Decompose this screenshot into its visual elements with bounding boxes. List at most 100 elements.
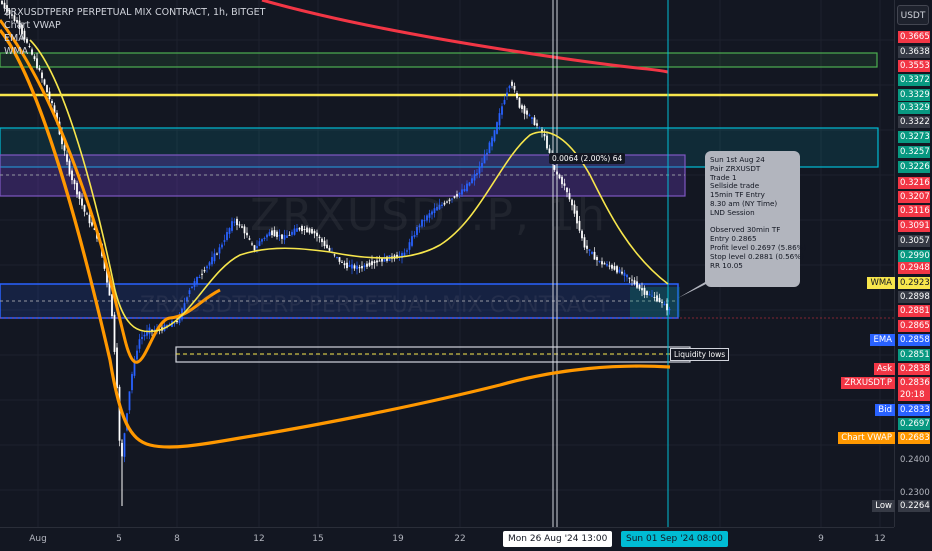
candle (596, 257, 598, 261)
chart-area[interactable]: ZRXUSDT.P, 1h ZRXUSDTPERP PERPETUAL MIX … (0, 0, 894, 527)
candle (488, 142, 491, 154)
currency-button[interactable]: USDT (897, 5, 929, 25)
time-label: 9 (818, 534, 824, 544)
price-label: 0.2865 (898, 320, 930, 332)
candle (198, 277, 201, 279)
candle (633, 280, 636, 285)
candle (383, 257, 386, 262)
candle (406, 250, 408, 252)
candle (83, 205, 86, 212)
candle (208, 262, 211, 266)
candle (41, 72, 43, 79)
time-axis[interactable]: Aug58121519224912 Mon 26 Aug '24 13:00 S… (0, 527, 894, 551)
candle (568, 193, 571, 200)
candle (306, 227, 308, 233)
ema-line (0, 19, 221, 364)
candle (218, 247, 221, 254)
candle (111, 294, 113, 317)
note-pointer (678, 278, 712, 298)
candle (28, 45, 31, 47)
trade-note[interactable]: Sun 1st Aug 24 Pair ZRXUSDT Trade 1 Sellsid… (705, 151, 807, 287)
price-chart[interactable] (0, 0, 894, 527)
price-label: 0.2858 (898, 334, 930, 346)
candle (436, 206, 438, 211)
price-label: 20:18 (898, 389, 930, 401)
candle (418, 225, 421, 228)
candle (238, 224, 241, 226)
candle (656, 295, 658, 302)
price-label: 0.2833 (898, 404, 930, 416)
candle (23, 30, 26, 40)
candle (616, 266, 618, 273)
candle (548, 148, 551, 153)
candle (613, 266, 616, 270)
candle (363, 265, 366, 268)
candle (583, 237, 586, 248)
price-label: 0.3329 (898, 102, 930, 114)
price-label: 0.2300 (900, 488, 930, 498)
candle (108, 279, 111, 296)
legend-wma[interactable]: WMA (4, 46, 29, 57)
note-line: Profit level 0.2697 (5.86%) (710, 242, 807, 252)
candle (476, 173, 478, 175)
candle (18, 20, 21, 29)
price-label: 0.2990 (898, 250, 930, 262)
candle (33, 56, 36, 60)
price-label: 0.3216 (898, 177, 930, 189)
candle (243, 226, 246, 234)
time-label: Aug (29, 534, 47, 544)
time-label: 12 (253, 534, 265, 544)
candle (191, 286, 193, 289)
price-tag-ask: Ask (873, 363, 895, 375)
candle (586, 245, 588, 249)
candle (516, 93, 518, 99)
candle (571, 199, 573, 206)
price-label: 0.2697 (898, 418, 930, 430)
note-line: Trade 1 (710, 172, 737, 182)
price-tag-bid: Bid (875, 404, 895, 416)
candle (541, 129, 543, 133)
candle (21, 24, 23, 35)
candle (81, 198, 83, 206)
candle (298, 227, 301, 230)
candle (318, 236, 321, 239)
note-line: 15min TF Entry (710, 190, 765, 200)
candle (288, 234, 291, 236)
candle (256, 246, 258, 249)
candle (386, 256, 388, 261)
candle (216, 253, 218, 255)
candle (446, 201, 448, 203)
candle (651, 295, 653, 297)
candle (561, 176, 563, 185)
candle (411, 236, 413, 246)
candle (301, 225, 303, 232)
candle (453, 196, 456, 198)
candle (188, 290, 191, 295)
candle (176, 320, 178, 323)
candle (581, 230, 583, 239)
candle (296, 228, 298, 232)
liquidity-label: Liquidity lows (670, 348, 730, 361)
candle (511, 81, 513, 86)
candle (273, 230, 276, 237)
legend-ema[interactable]: EMA (4, 33, 25, 44)
price-label: 0.2264 (898, 500, 930, 512)
current-time-badge: Sun 01 Sep '24 08:00 (621, 531, 728, 547)
candle (513, 85, 516, 90)
candle (8, 9, 11, 14)
candle (376, 260, 378, 263)
candle (431, 211, 433, 215)
candle (626, 274, 628, 278)
candle (481, 162, 483, 168)
candle (498, 113, 501, 126)
candle (231, 221, 233, 231)
candle (38, 67, 41, 71)
candle (483, 155, 486, 164)
price-label: 0.3273 (898, 131, 930, 143)
candle (493, 130, 496, 142)
legend-symbol[interactable]: ZRXUSDTPERP PERPETUAL MIX CONTRACT, 1h, … (4, 7, 266, 18)
candle (536, 123, 538, 126)
candle (333, 254, 336, 256)
candle (6, 5, 8, 13)
legend-chart-vwap[interactable]: Chart VWAP (4, 20, 61, 31)
